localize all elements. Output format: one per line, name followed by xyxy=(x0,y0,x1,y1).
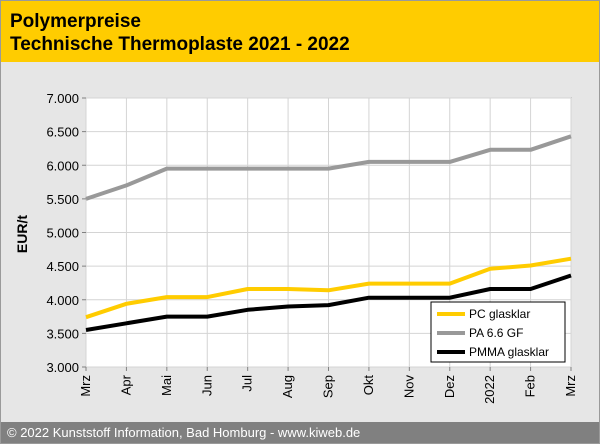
x-tick-label: Jun xyxy=(199,375,214,396)
y-tick-label: 6.000 xyxy=(46,158,79,173)
x-axis-ticks: Mrz Apr Mai Jun Jul Aug Sep Okt Nov Dez 2022 Feb Mrz xyxy=(78,367,578,404)
series-lines xyxy=(85,134,572,332)
series-line xyxy=(85,273,572,332)
x-tick-label: Feb xyxy=(523,375,538,397)
y-tick-label: 5.500 xyxy=(46,192,79,207)
y-tick-label: 3.500 xyxy=(46,326,79,341)
chart-subtitle: Technische Thermoplaste 2021 - 2022 xyxy=(10,34,350,55)
legend-label: PA 6.6 GF xyxy=(469,326,523,340)
legend: PC glasklar PA 6.6 GF PMMA glasklar xyxy=(430,301,566,363)
x-tick-label: Mrz xyxy=(563,375,578,397)
x-tick-label: Mai xyxy=(159,375,174,396)
legend-label: PMMA glasklar xyxy=(469,345,549,359)
y-axis-ticks: 3.000 3.500 4.000 4.500 5.000 5.500 6.000 6.500… xyxy=(46,91,86,375)
copyright-text: © 2022 Kunststoff Information, Bad Hombu… xyxy=(7,425,361,440)
x-tick-label: Sep xyxy=(321,375,336,398)
header-bar: Polymerpreise Technische Thermoplaste 20… xyxy=(1,1,599,62)
y-tick-label: 4.000 xyxy=(46,293,79,308)
x-tick-label: Aug xyxy=(280,375,295,398)
x-tick-label: Nov xyxy=(401,375,416,399)
x-tick-label: Jul xyxy=(240,375,255,392)
y-tick-label: 5.000 xyxy=(46,226,79,241)
y-tick-label: 3.000 xyxy=(46,360,79,375)
chart-title: Polymerpreise xyxy=(10,11,141,32)
y-tick-label: 4.500 xyxy=(46,259,79,274)
x-tick-label: Apr xyxy=(118,374,133,395)
x-tick-label: Okt xyxy=(361,375,376,396)
legend-label: PC glasklar xyxy=(469,307,530,321)
y-tick-label: 7.000 xyxy=(46,91,79,106)
footer-bar: © 2022 Kunststoff Information, Bad Hombu… xyxy=(1,422,599,443)
x-tick-label: Mrz xyxy=(78,375,93,397)
series-line xyxy=(85,134,572,201)
series-line xyxy=(85,256,572,320)
line-chart: 3.000 3.500 4.000 4.500 5.000 5.500 6.000 6.500… xyxy=(14,91,578,404)
y-tick-label: 6.500 xyxy=(46,125,79,140)
y-axis-label: EUR/t xyxy=(14,215,30,253)
x-tick-label: Dez xyxy=(442,375,457,398)
x-tick-label: 2022 xyxy=(482,375,497,404)
